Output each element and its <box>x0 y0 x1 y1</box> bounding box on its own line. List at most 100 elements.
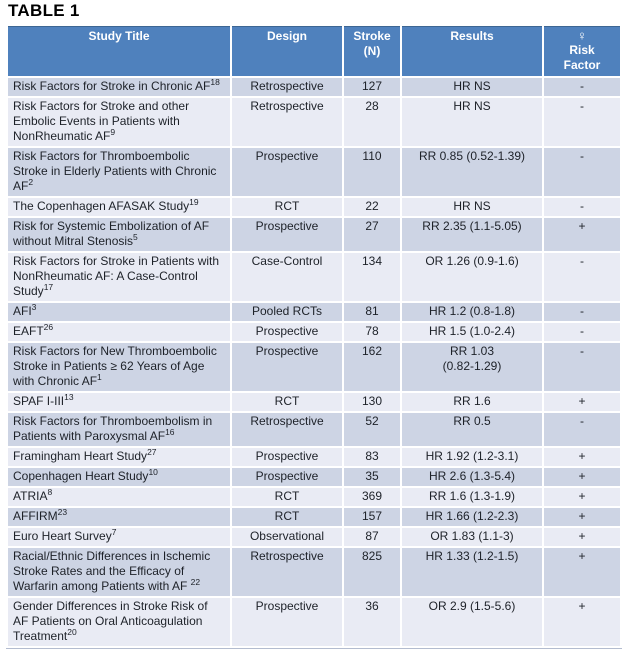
stroke-n-cell: 22 <box>344 198 400 216</box>
table-row: Risk Factors for New Thromboembolic Stro… <box>8 343 620 391</box>
table-row: Copenhagen Heart Study10 Prospective 35 … <box>8 468 620 486</box>
reference-superscript: 3 <box>31 302 37 312</box>
study-title-cell: Risk Factors for Stroke in Patients with… <box>8 253 230 301</box>
stroke-n-cell: 825 <box>344 548 400 596</box>
risk-factor-cell: - <box>544 198 620 216</box>
table-row: Risk Factors for Stroke and other Emboli… <box>8 98 620 146</box>
study-title-cell: The Copenhagen AFASAK Study19 <box>8 198 230 216</box>
risk-factor-cell: + <box>544 488 620 506</box>
table-row: EAFT26 Prospective 78 HR 1.5 (1.0-2.4) - <box>8 323 620 341</box>
table-body: Risk Factors for Stroke in Chronic AF18 … <box>8 78 620 646</box>
risk-factor-cell: - <box>544 98 620 146</box>
table-row: Euro Heart Survey7 Observational 87 OR 1… <box>8 528 620 546</box>
page-title: TABLE 1 <box>8 1 80 20</box>
risk-factor-cell: + <box>544 528 620 546</box>
study-title-text: Risk for Systemic Embolization of AF wit… <box>13 219 210 248</box>
study-title-cell: Risk Factors for Thromboembolism in Pati… <box>8 413 230 446</box>
risk-factor-cell: + <box>544 393 620 411</box>
stroke-n-cell: 369 <box>344 488 400 506</box>
reference-superscript: 1 <box>97 372 102 382</box>
female-icon: ♀ <box>577 28 587 43</box>
results-cell: RR 1.6 <box>402 393 542 411</box>
design-cell: Prospective <box>232 468 342 486</box>
reference-superscript: 5 <box>133 232 138 242</box>
design-cell: Retrospective <box>232 98 342 146</box>
study-title-cell: Copenhagen Heart Study10 <box>8 468 230 486</box>
results-cell: HR 1.66 (1.2-2.3) <box>402 508 542 526</box>
stroke-n-cell: 36 <box>344 598 400 646</box>
study-table: Study Title Design Stroke (N) Results ♀ R… <box>6 24 622 648</box>
table-row: Risk Factors for Stroke in Patients with… <box>8 253 620 301</box>
design-cell: RCT <box>232 508 342 526</box>
table-row: ATRIA8 RCT 369 RR 1.6 (1.3-1.9) + <box>8 488 620 506</box>
risk-factor-header-label: Risk Factor <box>563 43 601 72</box>
design-cell: Prospective <box>232 343 342 391</box>
table-row: Racial/Ethnic Differences in Ischemic St… <box>8 548 620 596</box>
study-title-cell: SPAF I-III13 <box>8 393 230 411</box>
study-title-text: Framingham Heart Study <box>13 449 148 463</box>
stroke-n-cell: 127 <box>344 78 400 96</box>
risk-factor-cell: + <box>544 468 620 486</box>
risk-factor-cell: - <box>544 148 620 196</box>
study-title-text: Gender Differences in Stroke Risk of AF … <box>13 599 208 643</box>
design-cell: Retrospective <box>232 78 342 96</box>
design-cell: RCT <box>232 488 342 506</box>
stroke-n-cell: 35 <box>344 468 400 486</box>
reference-superscript: 22 <box>190 577 201 587</box>
design-cell: Observational <box>232 528 342 546</box>
study-title-text: Copenhagen Heart Study <box>13 469 149 483</box>
stroke-n-cell: 28 <box>344 98 400 146</box>
design-cell: Prospective <box>232 448 342 466</box>
risk-factor-cell: + <box>544 508 620 526</box>
study-title-cell: Framingham Heart Study27 <box>8 448 230 466</box>
stroke-n-cell: 78 <box>344 323 400 341</box>
stroke-n-cell: 134 <box>344 253 400 301</box>
results-cell: HR 1.5 (1.0-2.4) <box>402 323 542 341</box>
study-title-text: The Copenhagen AFASAK Study <box>13 199 190 213</box>
results-cell: RR 1.6 (1.3-1.9) <box>402 488 542 506</box>
study-title-cell: AFI3 <box>8 303 230 321</box>
reference-superscript: 16 <box>165 427 175 437</box>
reference-superscript: 2 <box>28 177 34 187</box>
table-row: Risk Factors for Thromboembolic Stroke i… <box>8 148 620 196</box>
study-title-cell: Euro Heart Survey7 <box>8 528 230 546</box>
header-row: Study Title Design Stroke (N) Results ♀ R… <box>8 26 620 76</box>
results-cell: RR 2.35 (1.1-5.05) <box>402 218 542 251</box>
results-cell: HR NS <box>402 78 542 96</box>
design-cell: Prospective <box>232 218 342 251</box>
col-header-results: Results <box>402 26 542 76</box>
results-cell: HR NS <box>402 198 542 216</box>
study-title-cell: AFFIRM23 <box>8 508 230 526</box>
results-cell: HR 2.6 (1.3-5.4) <box>402 468 542 486</box>
reference-superscript: 13 <box>64 392 74 402</box>
results-cell: RR 0.85 (0.52-1.39) <box>402 148 542 196</box>
results-cell: RR 0.5 <box>402 413 542 446</box>
risk-factor-cell: + <box>544 548 620 596</box>
col-header-risk-factor: ♀ Risk Factor <box>544 26 620 76</box>
risk-factor-cell: - <box>544 303 620 321</box>
reference-superscript: 8 <box>47 487 53 497</box>
stroke-n-cell: 130 <box>344 393 400 411</box>
table-row: The Copenhagen AFASAK Study19 RCT 22 HR … <box>8 198 620 216</box>
study-title-cell: Racial/Ethnic Differences in Ischemic St… <box>8 548 230 596</box>
results-cell: HR 1.2 (0.8-1.8) <box>402 303 542 321</box>
study-title-cell: ATRIA8 <box>8 488 230 506</box>
study-title-text: EAFT <box>13 324 44 338</box>
design-cell: RCT <box>232 393 342 411</box>
design-cell: Prospective <box>232 598 342 646</box>
study-title-text: Risk Factors for Stroke in Patients with… <box>13 254 220 298</box>
stroke-n-cell: 83 <box>344 448 400 466</box>
stroke-n-cell: 87 <box>344 528 400 546</box>
design-cell: Retrospective <box>232 413 342 446</box>
study-title-cell: Risk Factors for Stroke in Chronic AF18 <box>8 78 230 96</box>
table-header: Study Title Design Stroke (N) Results ♀ R… <box>8 26 620 76</box>
stroke-n-cell: 27 <box>344 218 400 251</box>
reference-superscript: 26 <box>43 322 54 332</box>
reference-superscript: 7 <box>111 527 117 537</box>
reference-superscript: 9 <box>110 127 116 137</box>
risk-factor-cell: - <box>544 253 620 301</box>
study-title-text: Risk Factors for Thromboembolic Stroke i… <box>13 149 217 193</box>
study-title-text: AFFIRM <box>13 509 58 523</box>
results-cell: OR 1.83 (1.1-3) <box>402 528 542 546</box>
